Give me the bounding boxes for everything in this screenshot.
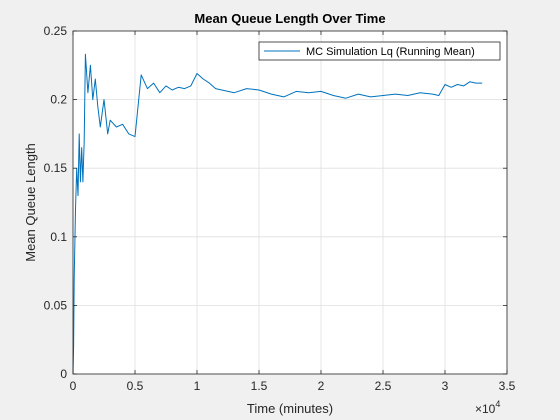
y-tick-labels: 0 0.05 0.1 0.15 0.2 0.25: [44, 24, 68, 381]
y-axis-label: Mean Queue Length: [23, 143, 38, 262]
ticks: [72, 30, 508, 375]
x-exponent-label: ×104: [475, 399, 500, 416]
legend: MC Simulation Lq (Running Mean): [258, 41, 501, 61]
x-tick-label: 3: [442, 379, 449, 393]
y-tick-label: 0: [60, 367, 67, 381]
x-tick-label: 3.5: [499, 379, 516, 393]
y-tick-label: 0.15: [44, 161, 68, 175]
y-tick-label: 0.1: [50, 230, 67, 244]
x-tick-label: 1: [194, 379, 201, 393]
y-tick-label: 0.2: [50, 93, 67, 107]
x-exponent-power: 4: [495, 399, 500, 409]
x-exponent-base: ×10: [475, 402, 496, 416]
chart-title: Mean Queue Length Over Time: [194, 11, 385, 26]
x-tick-label: 2.5: [375, 379, 392, 393]
x-tick-label: 2: [318, 379, 325, 393]
y-tick-label: 0.05: [44, 298, 68, 312]
series-group: [72, 53, 483, 375]
x-axis-label: Time (minutes): [247, 401, 333, 416]
axes-box: [72, 30, 508, 375]
x-tick-label: 0: [70, 379, 77, 393]
x-tick-label: 1.5: [251, 379, 268, 393]
y-tick-label: 0.25: [44, 24, 68, 38]
series-line: [72, 53, 483, 375]
x-tick-labels: 0 0.5 1 1.5 2 2.5 3 3.5: [70, 379, 516, 393]
legend-box: [258, 41, 501, 61]
legend-entry-label: MC Simulation Lq (Running Mean): [306, 46, 475, 58]
plot-area: [73, 31, 507, 374]
x-tick-label: 0.5: [127, 379, 144, 393]
